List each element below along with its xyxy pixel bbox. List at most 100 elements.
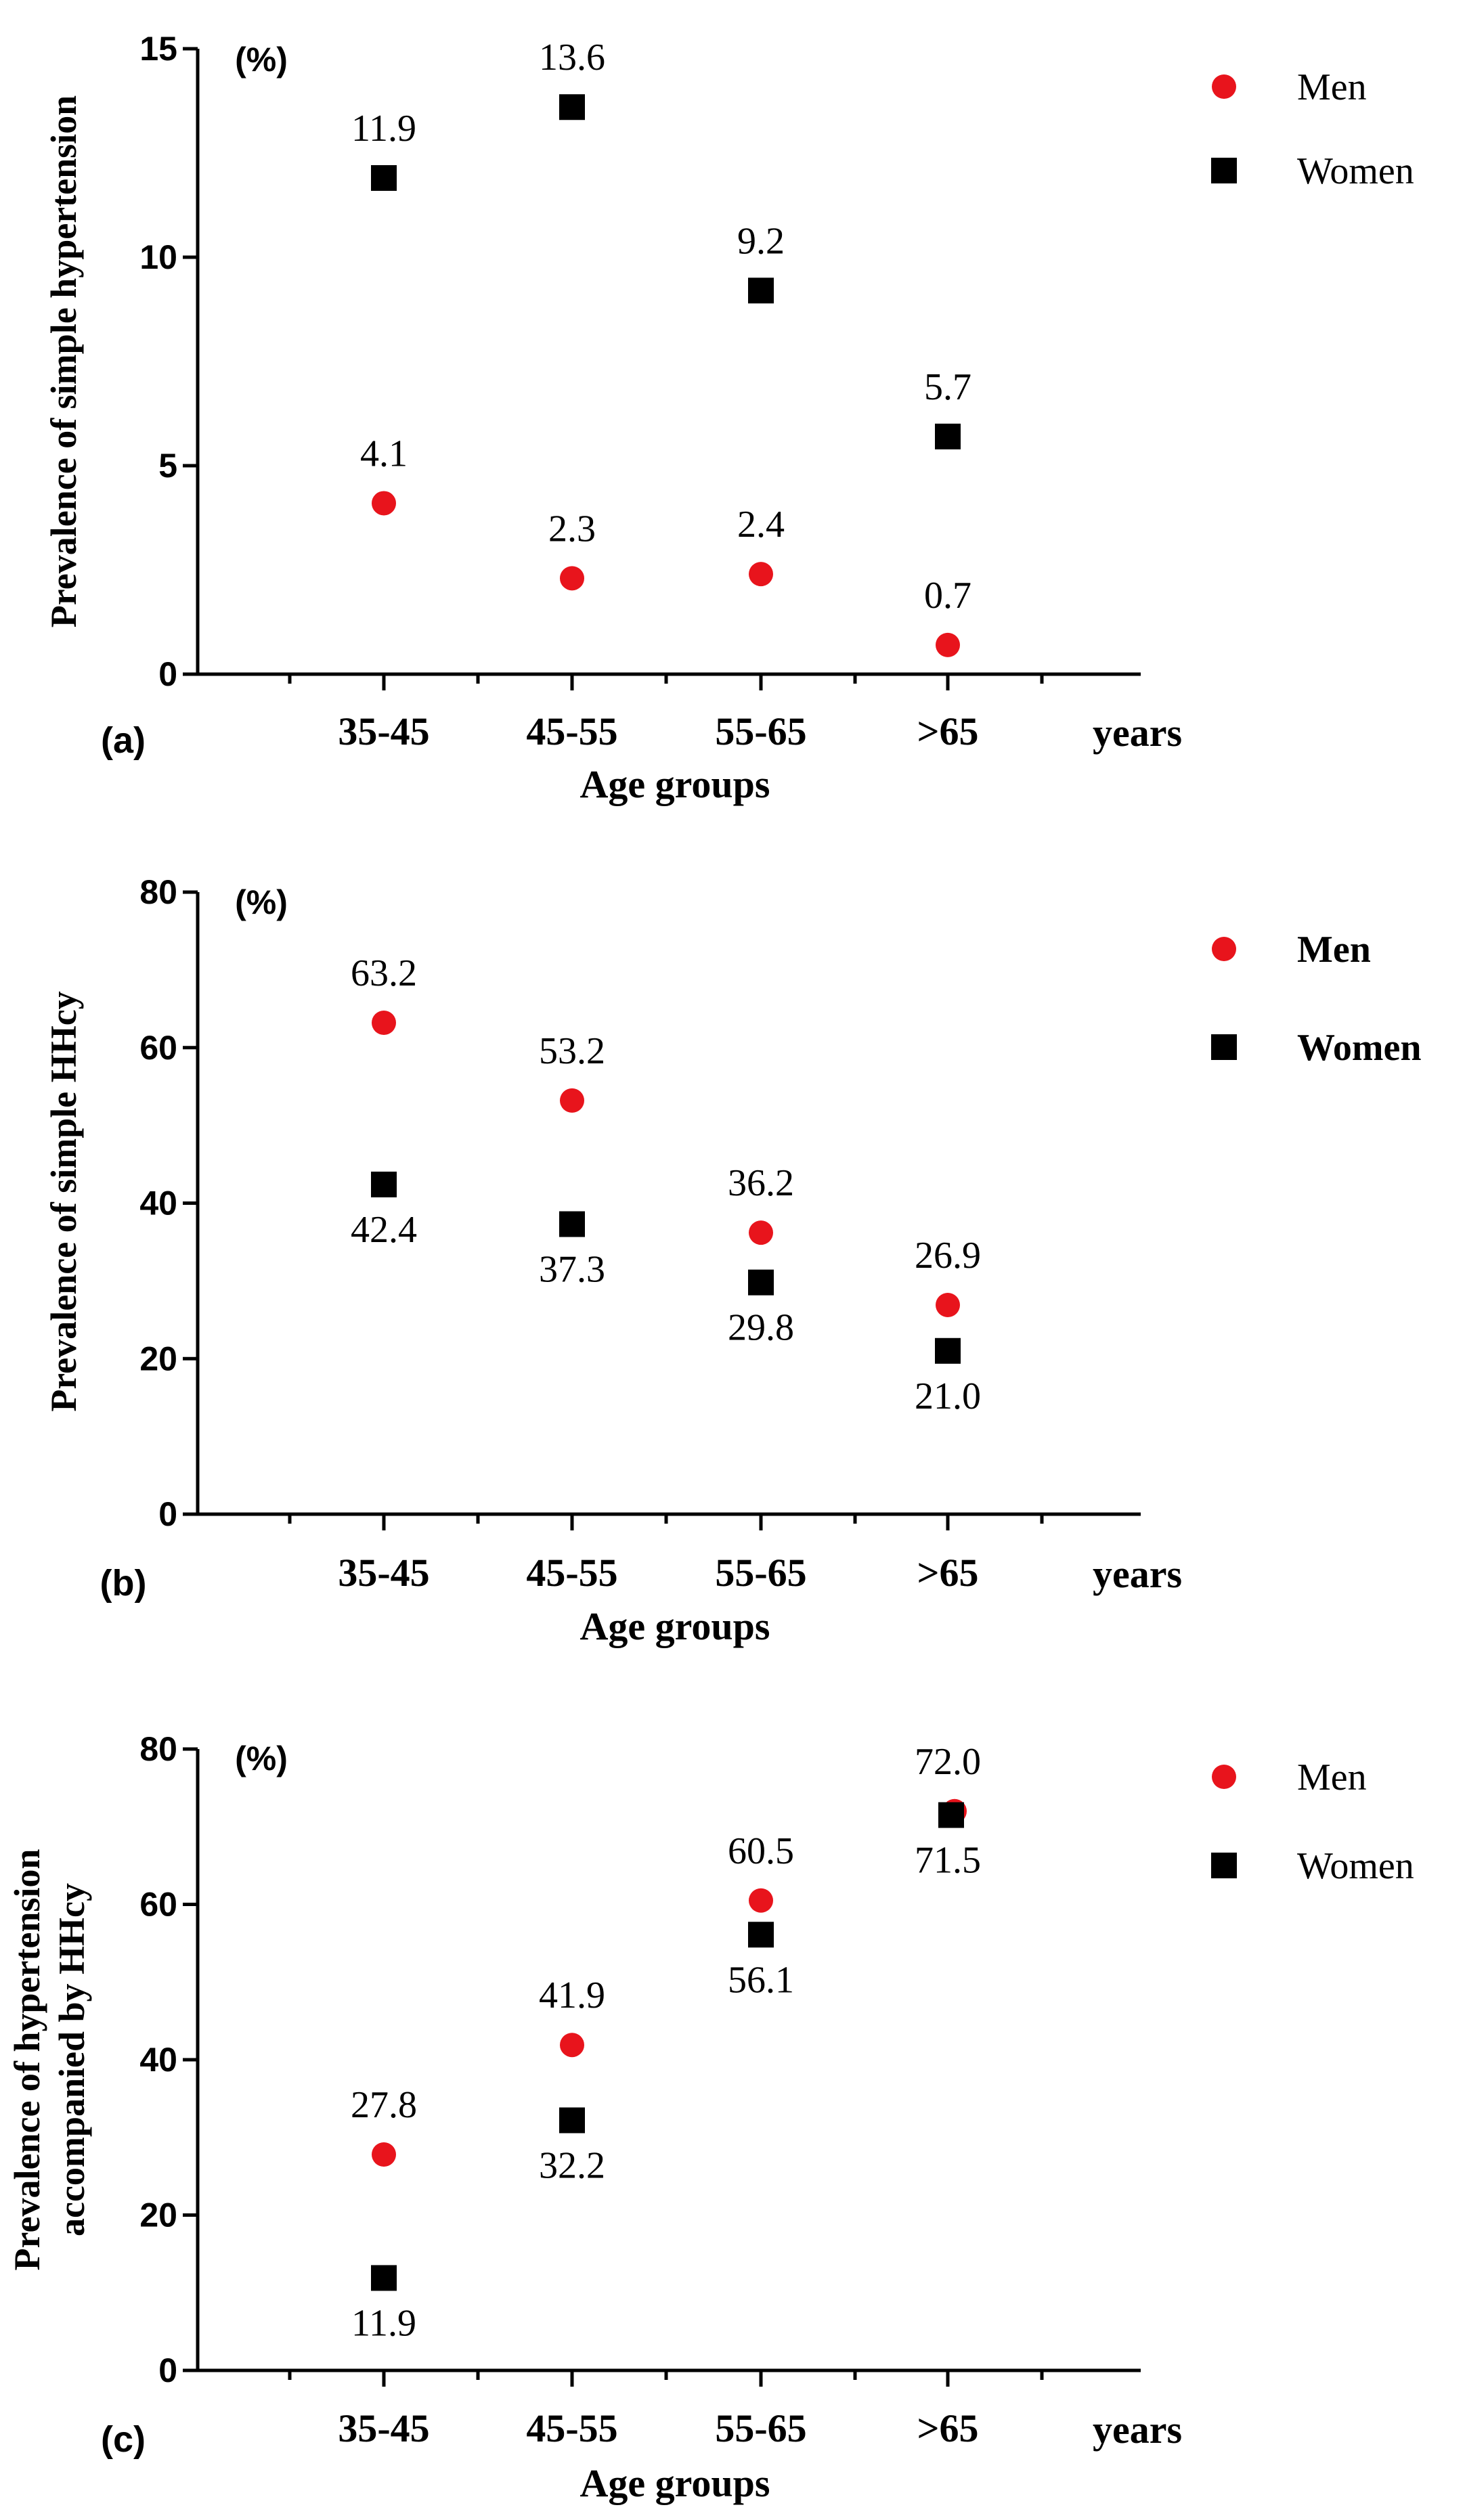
data-point-women xyxy=(559,94,585,120)
x-unit-label: years xyxy=(1093,2408,1182,2452)
y-tick-label: 10 xyxy=(139,238,177,276)
data-point-men xyxy=(936,1292,960,1317)
x-tick-label: 35-45 xyxy=(338,1551,429,1595)
legend-label-women: Women xyxy=(1297,150,1414,192)
data-label-men: 63.2 xyxy=(351,952,417,994)
x-unit-label: years xyxy=(1093,711,1182,755)
data-point-men xyxy=(560,2033,584,2058)
x-tick-label: 45-55 xyxy=(526,2406,617,2450)
chart-panel-1: 0 5 10 15 35-45 45-55 55-65 >65 years Age groups (… xyxy=(43,30,1414,806)
y-tick-label: 5 xyxy=(158,447,177,485)
x-tick-label: >65 xyxy=(917,1551,978,1595)
data-point-women xyxy=(935,423,961,449)
data-label-women: 21.0 xyxy=(915,1375,981,1417)
y-tick-label: 40 xyxy=(139,2041,177,2079)
panel-label: (a) xyxy=(101,720,146,761)
data-label-men: 4.1 xyxy=(360,433,408,474)
data-label-men: 2.3 xyxy=(548,508,596,550)
legend-marker-women xyxy=(1211,158,1237,183)
data-label-men: 0.7 xyxy=(924,575,971,617)
y-axis-title: Prevalence of simple hypertension xyxy=(43,95,84,627)
data-point-women xyxy=(371,2265,397,2291)
x-tick-label: 55-65 xyxy=(715,709,806,753)
x-tick-label: 55-65 xyxy=(715,1551,806,1595)
x-unit-label: years xyxy=(1093,1552,1182,1596)
y-tick-label: 0 xyxy=(158,655,177,693)
y-tick-label: 80 xyxy=(139,1730,177,1768)
data-point-women xyxy=(938,1802,964,1828)
legend-label-men: Men xyxy=(1297,929,1371,971)
data-point-men xyxy=(372,491,396,516)
data-point-men xyxy=(560,1088,584,1113)
legend-marker-women xyxy=(1211,1034,1237,1060)
data-point-women xyxy=(748,1269,774,1296)
data-label-men: 41.9 xyxy=(539,1974,605,2016)
legend-marker-men xyxy=(1212,937,1236,961)
legend-marker-men xyxy=(1212,1765,1236,1789)
legend-marker-men xyxy=(1212,74,1236,99)
x-axis-title: Age groups xyxy=(580,1604,770,1648)
unit-label: (%) xyxy=(235,883,288,921)
chart-panel-2: 0 20 40 60 80 35-45 45-55 55-65 >65 years Age grou… xyxy=(43,873,1422,1648)
legend-label-men: Men xyxy=(1297,66,1367,108)
data-point-men xyxy=(749,1220,773,1245)
data-point-women xyxy=(371,164,397,191)
x-tick-label: 45-55 xyxy=(526,709,617,753)
data-point-men xyxy=(749,562,773,587)
x-tick-label: >65 xyxy=(917,2406,978,2450)
data-point-men xyxy=(749,1888,773,1913)
data-label-men: 27.8 xyxy=(351,2084,417,2126)
data-label-men: 26.9 xyxy=(915,1235,981,1277)
data-point-men xyxy=(560,566,584,591)
panel-label: (c) xyxy=(101,2419,146,2460)
data-label-men: 2.4 xyxy=(737,504,785,546)
data-label-women: 11.9 xyxy=(351,2302,416,2344)
chart-panel-3: 0 20 40 60 80 35-45 45-55 55-65 >65 years Age grou… xyxy=(7,1730,1414,2505)
data-label-men: 60.5 xyxy=(728,1830,794,1872)
y-axis-title: Prevalence of simple HHcy xyxy=(43,991,84,1411)
data-label-women: 37.3 xyxy=(539,1249,605,1291)
data-point-men xyxy=(372,2142,396,2167)
x-tick-label: >65 xyxy=(917,709,978,753)
data-label-women: 56.1 xyxy=(728,1959,794,2001)
data-label-women: 11.9 xyxy=(351,108,416,150)
data-point-men xyxy=(372,1010,396,1035)
x-tick-label: 35-45 xyxy=(338,709,429,753)
data-point-women xyxy=(371,1171,397,1197)
data-point-women xyxy=(748,278,774,304)
data-label-women: 29.8 xyxy=(728,1307,794,1349)
data-label-men: 53.2 xyxy=(539,1030,605,1072)
y-tick-label: 40 xyxy=(139,1185,177,1222)
x-tick-label: 35-45 xyxy=(338,2406,429,2450)
y-tick-label: 0 xyxy=(158,1495,177,1533)
data-label-women: 13.6 xyxy=(539,37,605,79)
y-tick-label: 15 xyxy=(139,30,177,68)
unit-label: (%) xyxy=(235,1740,288,1777)
data-point-women xyxy=(559,2107,585,2134)
legend-label-men: Men xyxy=(1297,1756,1367,1798)
data-point-men xyxy=(936,632,960,657)
data-point-women xyxy=(748,1922,774,1948)
x-axis-title: Age groups xyxy=(580,762,770,806)
y-axis-title-line-2: accompanied by HHcy xyxy=(51,1883,92,2236)
x-tick-label: 55-65 xyxy=(715,2406,806,2450)
legend-marker-women xyxy=(1211,1853,1237,1878)
data-label-women: 42.4 xyxy=(351,1209,417,1251)
y-tick-label: 60 xyxy=(139,1029,177,1067)
data-label-men: 72.0 xyxy=(915,1741,981,1783)
data-label-women: 9.2 xyxy=(737,220,785,262)
legend-label-women: Women xyxy=(1297,1027,1422,1069)
y-tick-label: 80 xyxy=(139,873,177,911)
data-label-women: 71.5 xyxy=(915,1840,981,1882)
data-point-women xyxy=(935,1338,961,1364)
data-label-men: 36.2 xyxy=(728,1162,794,1204)
y-tick-label: 20 xyxy=(139,1340,177,1377)
y-axis-title-line-1: Prevalence of hypertension xyxy=(7,1849,47,2271)
y-tick-label: 0 xyxy=(158,2351,177,2389)
data-label-women: 32.2 xyxy=(539,2145,605,2187)
data-label-women: 5.7 xyxy=(924,366,971,408)
panel-label: (b) xyxy=(100,1563,147,1604)
unit-label: (%) xyxy=(235,41,288,79)
y-tick-label: 60 xyxy=(139,1886,177,1924)
